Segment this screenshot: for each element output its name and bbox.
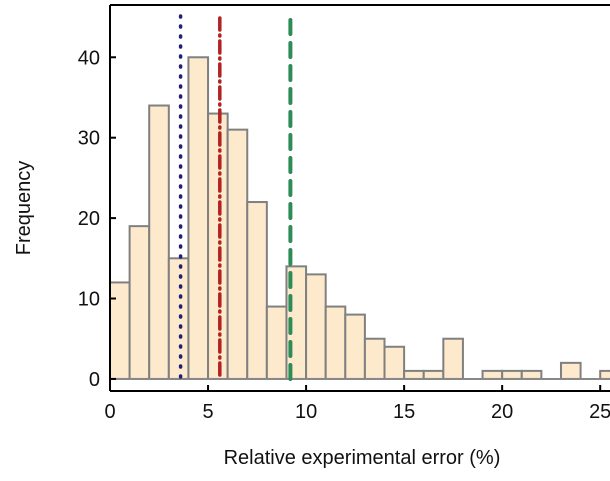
histogram-bar	[403, 369, 425, 380]
histogram-bar	[363, 337, 386, 380]
histogram-bar	[422, 369, 445, 380]
x-tick-label: 5	[202, 401, 213, 423]
histogram-bar	[501, 369, 523, 380]
histogram-bar	[305, 273, 327, 380]
histogram-bar	[246, 201, 268, 380]
histogram-bar	[442, 337, 464, 380]
x-tick-label: 25	[589, 401, 610, 423]
histogram-bar	[599, 369, 610, 380]
x-tick-label: 10	[295, 401, 317, 423]
histogram-bar	[207, 112, 229, 380]
histogram-bar	[265, 305, 288, 380]
histogram-bar	[520, 369, 543, 380]
histogram-bar	[383, 345, 406, 380]
histogram-bar	[324, 305, 347, 380]
histogram-bar	[109, 281, 131, 380]
x-ticks: 0 5 10 15 20 25	[104, 385, 610, 423]
y-tick-label: 20	[78, 208, 100, 230]
x-tick-label: 20	[491, 401, 513, 423]
axes	[109, 4, 610, 392]
y-tick-label: 10	[78, 289, 100, 311]
histogram-bar	[481, 369, 504, 380]
histogram-bar	[167, 257, 190, 380]
histogram-bar	[344, 313, 366, 380]
y-ticks: 0 10 20 30 40	[78, 47, 116, 391]
x-axis-title: Relative experimental error (%)	[224, 447, 501, 469]
y-tick-label: 0	[89, 369, 100, 391]
x-tick-label: 15	[393, 401, 415, 423]
histogram-bar	[226, 128, 249, 380]
histogram-bar	[128, 225, 151, 380]
y-tick-label: 30	[78, 128, 100, 150]
y-axis-title: Frequency	[13, 161, 35, 256]
x-tick-label: 0	[104, 401, 115, 423]
y-tick-label: 40	[78, 47, 100, 69]
histogram-bar	[187, 56, 210, 380]
histogram-bar	[148, 104, 170, 380]
histogram-bar	[559, 361, 582, 380]
reference-lines	[178, 14, 293, 382]
